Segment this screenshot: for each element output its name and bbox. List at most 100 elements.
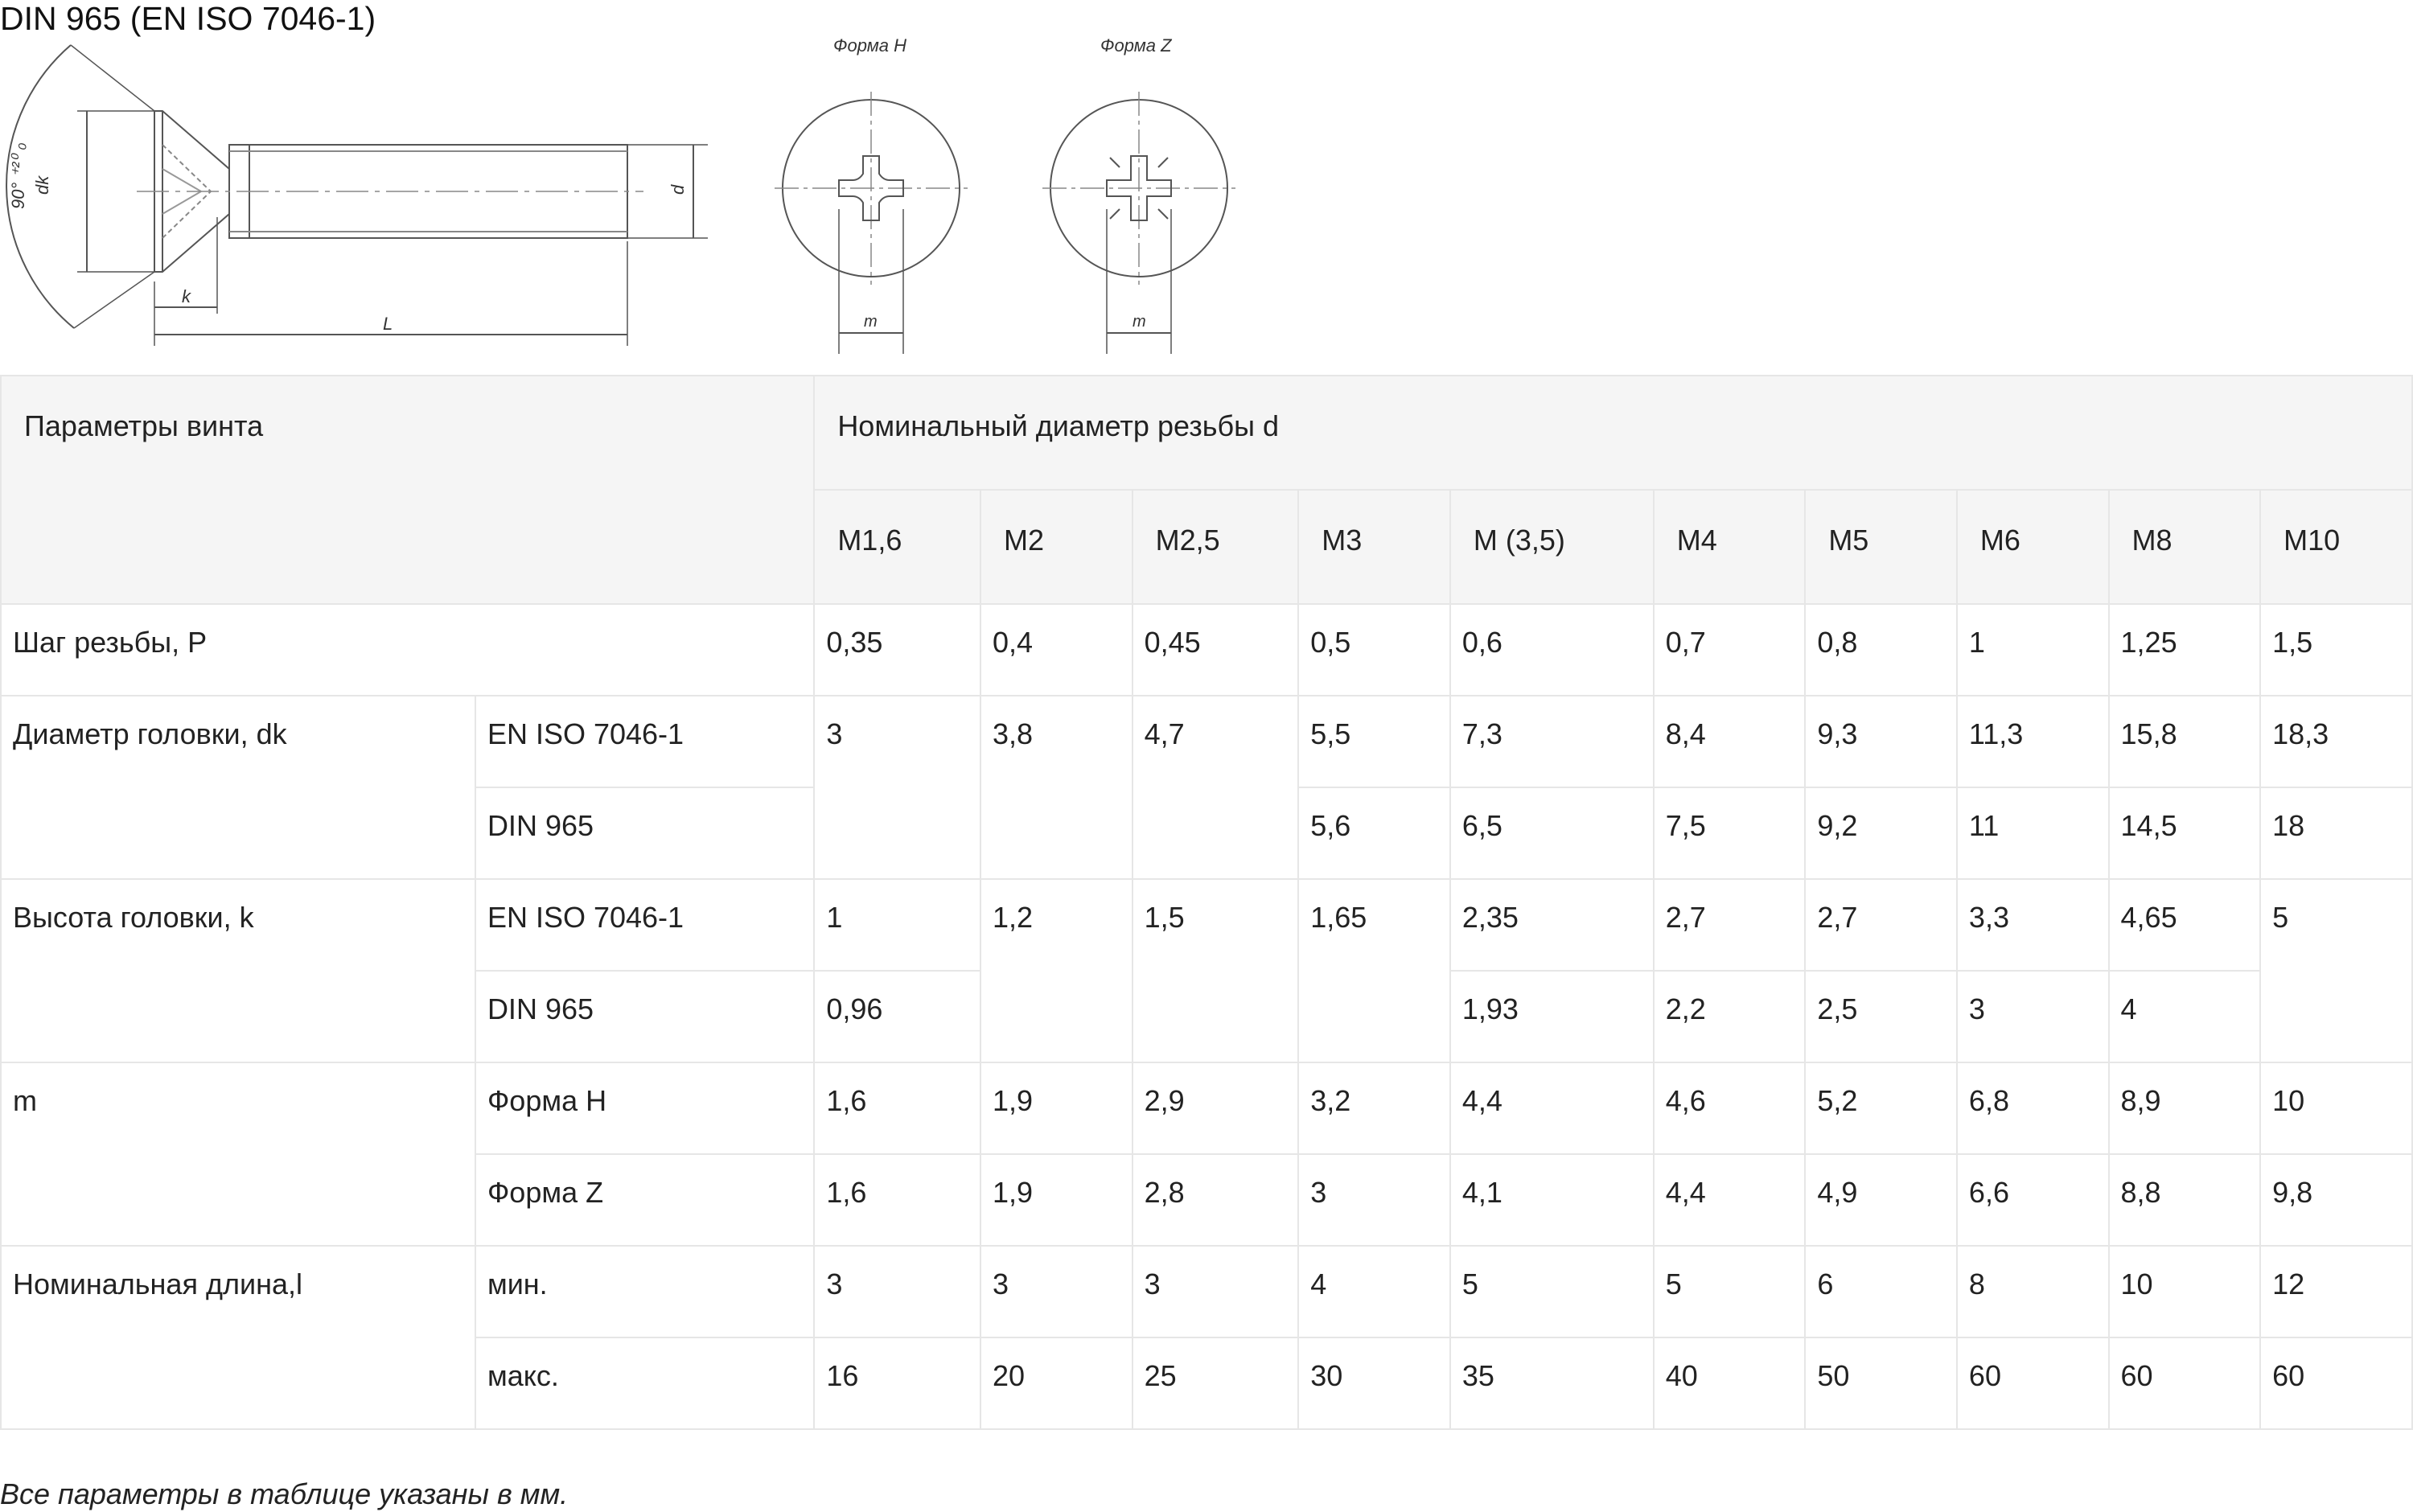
form-h-title: Форма H — [833, 35, 906, 55]
length-min-value-cell: 3 — [1131, 1245, 1300, 1338]
dim-label-angle: 90° ⁺²⁰ ₀ — [8, 142, 28, 209]
size-header-cell: M5 — [1804, 489, 1958, 605]
header-params-cell: Параметры винта — [0, 375, 816, 605]
length-min-value-cell: 12 — [2259, 1245, 2413, 1338]
head-height-value-cell: 4,65 — [2107, 878, 2262, 972]
head-diameter-din-value-cell: 5,6 — [1297, 787, 1451, 880]
m-form-h-value-cell: 1,9 — [979, 1062, 1133, 1155]
length-min-value-cell: 8 — [1955, 1245, 2110, 1338]
m-form-z-value-cell: 9,8 — [2259, 1153, 2413, 1247]
m-form-h-row: m Форма H 1,6 1,9 2,9 3,2 4,4 4,6 5,2 6,… — [0, 1062, 2413, 1247]
dim-label-d: d — [668, 184, 688, 195]
head-height-din-row: DIN 965 0,96 1,93 2,2 2,5 3 4 — [1, 970, 2412, 1063]
head-height-value-cell: 5 — [2259, 878, 2413, 1063]
length-max-row: макс. 16 20 25 30 35 40 50 60 60 60 — [1, 1337, 2413, 1430]
m-form-h-value-cell: 4,6 — [1652, 1062, 1807, 1155]
head-diameter-din-value-cell: 7,5 — [1652, 787, 1807, 880]
head-height-din-value-cell: 2,2 — [1652, 970, 1807, 1063]
m-form-h-value-cell: 6,8 — [1955, 1062, 2110, 1155]
head-height-din-value-cell: 0,96 — [813, 970, 981, 1063]
screw-parameters-table: Параметры винта Номинальный диаметр резь… — [0, 375, 2413, 1430]
m-form-h-value-cell: 8,9 — [2107, 1062, 2262, 1155]
head-diameter-value-cell: 15,8 — [2107, 695, 2262, 788]
document-title: DIN 965 (EN ISO 7046-1) — [0, 0, 376, 37]
head-height-value-cell: 1,65 — [1297, 878, 1451, 1063]
length-min-value-cell: 6 — [1804, 1245, 1958, 1338]
pitch-value-cell: 1,25 — [2107, 603, 2262, 696]
m-form-h-value-cell: 2,9 — [1131, 1062, 1300, 1155]
head-height-value-cell: 3,3 — [1955, 878, 2110, 972]
m-form-z-value-cell: 1,9 — [979, 1153, 1133, 1247]
form-h-view: Форма H m — [775, 35, 968, 354]
m-form-z-value-cell: 1,6 — [813, 1153, 981, 1247]
head-height-din-value-cell: 4 — [2107, 970, 2262, 1063]
m-form-z-value-cell: 8,8 — [2107, 1153, 2262, 1247]
m-form-z-label-cell: Форма Z — [474, 1153, 816, 1247]
pitch-value-cell: 0,6 — [1449, 603, 1655, 696]
size-header-cell: M4 — [1652, 489, 1807, 605]
length-label-cell: Номинальная длина,l — [0, 1245, 476, 1430]
pitch-value-cell: 0,4 — [979, 603, 1133, 696]
screw-technical-drawing: dk 90° ⁺²⁰ ₀ k L d Форма H m Форма Z — [6, 35, 1235, 354]
head-diameter-value-cell: 18,3 — [2259, 695, 2413, 788]
m-form-z-value-cell: 4,4 — [1652, 1153, 1807, 1247]
length-min-row: Номинальная длина,l мин. 3 3 3 4 5 5 6 8… — [0, 1245, 2413, 1430]
screw-side-view — [6, 44, 708, 346]
size-header-row: M1,6 M2 M2,5 M3 M (3,5) M4 M5 M6 M8 M10 — [1, 489, 2413, 605]
size-header-cell: M8 — [2107, 489, 2262, 605]
head-diameter-din-row: DIN 965 5,6 6,5 7,5 9,2 11 14,5 18 — [1, 787, 2413, 880]
head-diameter-value-cell: 3,8 — [979, 695, 1133, 880]
pitch-value-cell: 0,7 — [1652, 603, 1807, 696]
pitch-value-cell: 0,5 — [1297, 603, 1451, 696]
head-height-value-cell: 1 — [813, 878, 981, 972]
m-form-h-value-cell: 4,4 — [1449, 1062, 1655, 1155]
m-form-z-row: Форма Z 1,6 1,9 2,8 3 4,1 4,4 4,9 6,6 8,… — [1, 1153, 2413, 1247]
form-z-view: Форма Z m — [1042, 35, 1235, 354]
m-form-z-value-cell: 4,1 — [1449, 1153, 1655, 1247]
head-diameter-value-cell: 3 — [813, 695, 981, 880]
head-diameter-iso-row: Диаметр головки, dk EN ISO 7046-1 3 3,8 … — [0, 695, 2413, 880]
size-header-cell: M10 — [2259, 489, 2413, 605]
head-diameter-din-label-cell: DIN 965 — [474, 787, 816, 880]
length-max-value-cell: 60 — [2259, 1337, 2413, 1430]
head-diameter-value-cell: 11,3 — [1955, 695, 2110, 788]
length-max-value-cell: 20 — [979, 1337, 1133, 1430]
pitch-value-cell: 1 — [1955, 603, 2110, 696]
head-height-value-cell: 2,7 — [1652, 878, 1807, 972]
form-h-dim-m: m — [864, 313, 878, 331]
size-header-cell: M1,6 — [813, 489, 981, 605]
head-diameter-din-value-cell: 6,5 — [1449, 787, 1655, 880]
m-form-z-value-cell: 4,9 — [1804, 1153, 1958, 1247]
size-header-cell: M2 — [979, 489, 1133, 605]
head-height-iso-row: Высота головки, k EN ISO 7046-1 1 1,2 1,… — [0, 878, 2413, 1063]
m-form-h-label-cell: Форма H — [474, 1062, 816, 1155]
length-max-value-cell: 40 — [1652, 1337, 1807, 1430]
head-height-value-cell: 1,2 — [979, 878, 1133, 1063]
head-height-value-cell: 1,5 — [1131, 878, 1300, 1063]
m-form-h-value-cell: 10 — [2259, 1062, 2413, 1155]
m-form-z-value-cell: 6,6 — [1955, 1153, 2110, 1247]
length-min-value-cell: 3 — [813, 1245, 981, 1338]
head-diameter-value-cell: 9,3 — [1804, 695, 1958, 788]
m-label-cell: m — [0, 1062, 476, 1247]
dim-label-dk: dk — [32, 175, 52, 195]
length-max-value-cell: 50 — [1804, 1337, 1958, 1430]
length-max-label-cell: макс. — [474, 1337, 816, 1430]
head-diameter-value-cell: 8,4 — [1652, 695, 1807, 788]
length-max-value-cell: 25 — [1131, 1337, 1300, 1430]
length-min-value-cell: 5 — [1652, 1245, 1807, 1338]
head-height-value-cell: 2,35 — [1449, 878, 1655, 972]
form-z-title: Форма Z — [1100, 35, 1173, 55]
pitch-label-cell: Шаг резьбы, P — [0, 603, 816, 696]
head-height-value-cell: 2,7 — [1804, 878, 1958, 972]
head-diameter-din-value-cell: 11 — [1955, 787, 2110, 880]
m-form-h-value-cell: 5,2 — [1804, 1062, 1958, 1155]
length-max-value-cell: 30 — [1297, 1337, 1451, 1430]
head-diameter-label-cell: Диаметр головки, dk — [0, 695, 476, 880]
length-min-value-cell: 4 — [1297, 1245, 1451, 1338]
pitch-value-cell: 0,45 — [1131, 603, 1300, 696]
pitch-value-cell: 1,5 — [2259, 603, 2413, 696]
head-height-label-cell: Высота головки, k — [0, 878, 476, 1063]
size-header-cell: M (3,5) — [1449, 489, 1655, 605]
head-height-din-value-cell: 2,5 — [1804, 970, 1958, 1063]
